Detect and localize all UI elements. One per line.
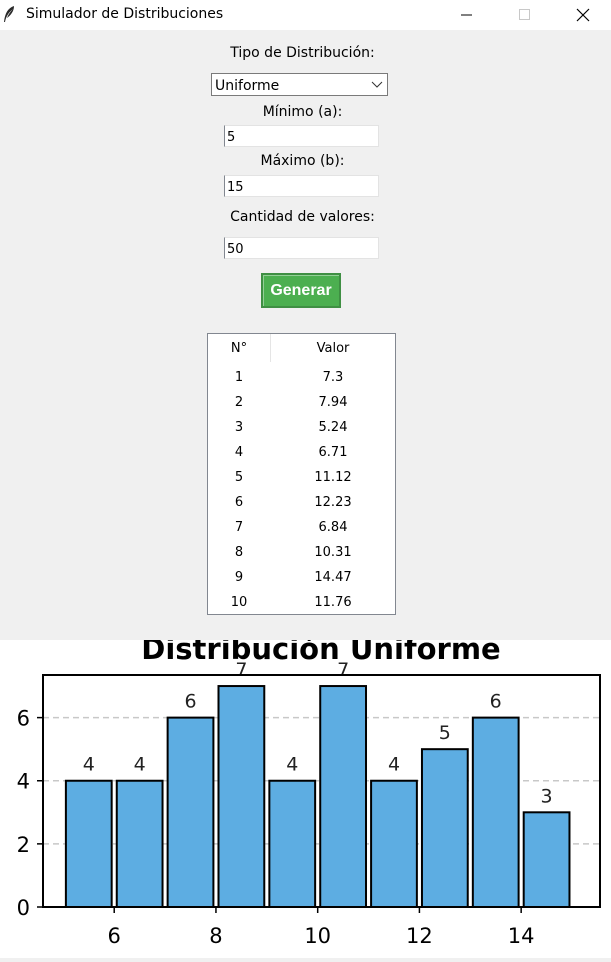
window-title: Simulador de Distribuciones [26,6,224,22]
bar-count-label: 4 [83,754,95,776]
x-tick-label: 10 [304,924,331,948]
minimize-button[interactable] [438,0,496,30]
bar-count-label: 4 [286,754,298,776]
table-row[interactable]: 10 11.76 [208,590,395,615]
cell-value: 7.3 [322,370,344,385]
values-table[interactable]: N° Valor 1 7.3 2 7.94 3 5.24 4 6.71 5 11.12 6… [207,333,396,615]
distribution-type-label: Tipo de Distribución: [230,45,375,61]
histogram-bar [370,779,418,909]
close-icon [576,8,590,22]
cell-value: 11.76 [314,595,352,610]
table-row[interactable]: 3 5.24 [208,415,395,440]
bottom-strip [0,958,611,962]
count-input[interactable]: 50 [224,237,379,259]
cell-number: 6 [234,495,244,510]
histogram-bar [471,716,520,908]
table-row[interactable]: 1 7.3 [208,365,395,390]
table-row[interactable]: 6 12.23 [208,490,395,515]
cell-value: 10.31 [314,545,352,560]
cell-value: 14.47 [314,570,352,585]
min-label: Mínimo (a): [262,104,343,120]
cell-number: 7 [234,520,244,535]
x-tick-label: 14 [508,924,535,948]
max-label: Máximo (b): [260,153,345,169]
cell-number: 9 [234,570,244,585]
bar-count-label: 4 [134,754,146,776]
y-tick-label: 6 [17,707,30,731]
generate-button[interactable]: Generar [261,273,341,308]
table-row[interactable]: 7 6.84 [208,515,395,540]
distribution-type-select[interactable]: Uniforme [211,73,388,96]
histogram-bar [64,779,113,909]
close-button[interactable] [554,0,611,30]
table-row[interactable]: 9 14.47 [208,565,395,590]
histogram-bar [420,748,469,909]
y-tick-label: 0 [17,896,30,920]
distribution-type-value: Uniforme [215,78,280,94]
bar-count-label: 3 [541,785,553,807]
cell-value: 6.84 [318,520,348,535]
histogram-bar [166,716,215,908]
x-tick-label: 6 [108,924,121,948]
maximize-button[interactable] [496,0,554,30]
cell-value: 12.23 [314,495,352,510]
column-header-number[interactable]: N° [208,334,271,362]
bar-count-label: 5 [439,722,451,744]
count-label: Cantidad de valores: [230,209,375,225]
chart-title: Distribución Uniforme [141,640,500,666]
x-tick-label: 8 [209,924,222,948]
histogram-bar [115,779,164,909]
max-input[interactable]: 15 [224,175,379,197]
cell-value: 5.24 [318,420,348,435]
cell-number: 3 [234,420,244,435]
chevron-down-icon [371,81,383,88]
y-tick-label: 4 [17,770,30,794]
cell-number: 8 [234,545,244,560]
histogram-bar [217,685,266,908]
bar-count-label: 6 [184,691,196,713]
table-row[interactable]: 2 7.94 [208,390,395,415]
cell-value: 11.12 [314,470,352,485]
histogram-bar [522,811,571,908]
plot-frame [42,674,601,908]
min-input[interactable]: 5 [224,125,379,147]
feather-icon [4,6,14,22]
column-header-value[interactable]: Valor [316,341,350,356]
x-tick-label: 12 [406,924,433,948]
cell-value: 6.71 [318,445,348,460]
table-row[interactable]: 5 11.12 [208,465,395,490]
cell-number: 4 [234,445,244,460]
table-row[interactable]: 4 6.71 [208,440,395,465]
histogram-chart-area: Distribución Uniforme 4 4 6 7 4 7 4 5 6 3 6 8 10 12 1… [0,640,611,958]
y-tick-label: 2 [17,833,30,857]
cell-number: 1 [234,370,244,385]
bar-count-label: 6 [490,691,502,713]
cell-number: 5 [234,470,244,485]
bar-count-label: 7 [337,659,349,681]
cell-number: 2 [234,395,244,410]
bar-count-label: 4 [388,754,400,776]
title-bar: Simulador de Distribuciones [0,0,611,30]
table-row[interactable]: 8 10.31 [208,540,395,565]
histogram-bar [319,685,368,908]
cell-value: 7.94 [318,395,348,410]
cell-number: 10 [230,595,248,610]
histogram-chart: Distribución Uniforme 4 4 6 7 4 7 4 5 6 3 6 8 10 12 1… [17,640,601,948]
minimize-icon [461,14,472,16]
maximize-icon [519,9,530,20]
bar-count-label: 7 [235,659,247,681]
histogram-bar [268,779,317,909]
